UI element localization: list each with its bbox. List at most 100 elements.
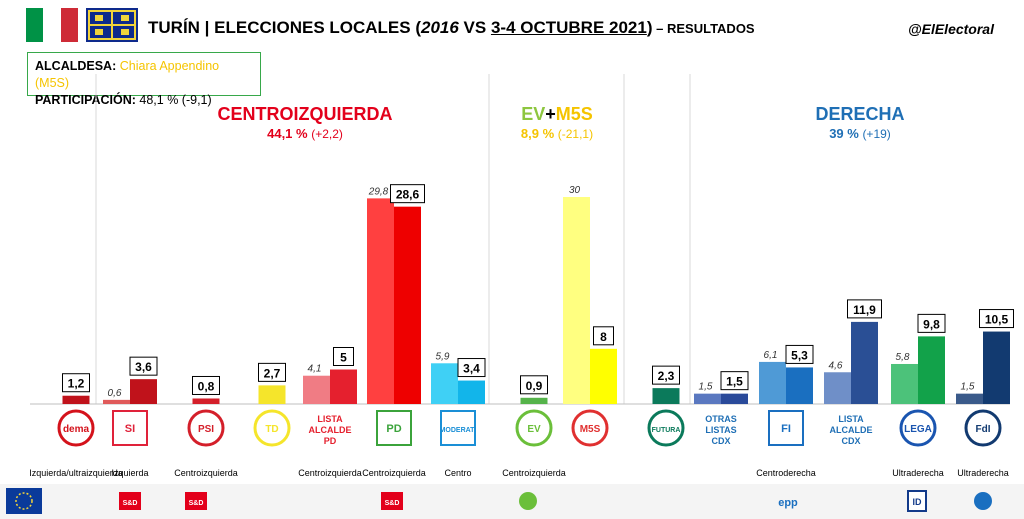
label-box-2021-fdi [979, 309, 1014, 329]
party-logo-torino-icon [253, 409, 291, 447]
party-logo-m5s-icon [571, 409, 609, 447]
label-box-2021-europa-verde [520, 375, 548, 395]
label-2016-forza: 6,1 [764, 350, 778, 361]
bar-2021-psi [192, 398, 220, 404]
label-2021-moderati: 3,4 [463, 362, 480, 376]
eu-flag-icon [6, 488, 42, 514]
block-title-centroizquierda: CENTROIZQUIERDA [218, 104, 393, 124]
party-logo-dema-icon [57, 409, 95, 447]
sd-logo-icon [185, 492, 207, 510]
label-box-2021-si [129, 356, 158, 376]
bar-2021-lista-cdx [851, 321, 878, 404]
label-2016-pd: 29,8 [368, 186, 389, 197]
bar-2021-moderati [458, 380, 485, 404]
turnout-row: PARTICIPACIÓN: 48,1 % (-9,1) [35, 92, 253, 109]
party-label-line: CDX [841, 436, 860, 446]
id-group-text: ID [913, 497, 923, 507]
italy-flag-white [43, 8, 61, 42]
label-2016-lega: 5,8 [896, 352, 910, 363]
title-year-old: 2016 [421, 18, 459, 37]
ideology-label-dema: Izquierda/ultraizquierda [29, 468, 123, 478]
ideology-label-pd: Centroizquierda [362, 468, 426, 478]
label-2016-otras: 1,5 [699, 382, 713, 393]
party-label-line: CDX [711, 436, 730, 446]
label-2021-lega: 9,8 [923, 317, 940, 331]
ideology-label-psi: Centroizquierda [174, 468, 238, 478]
bar-2021-fdi [983, 331, 1010, 404]
bar-2021-futura [652, 388, 680, 404]
bar-2021-forza [786, 367, 813, 404]
page-title: TURÍN | ELECCIONES LOCALES (2016 VS 3-4 … [148, 18, 755, 38]
bar-2016-pd [367, 198, 394, 404]
label-2021-dema: 1,2 [68, 377, 85, 391]
ecr-logo-icon [974, 492, 992, 510]
ideology-label-fdi: Ultraderecha [957, 468, 1009, 478]
bar-2016-si [103, 399, 130, 404]
label-2016-fdi: 1,5 [961, 382, 975, 393]
block-title-plus: + [545, 104, 556, 124]
header: TURÍN | ELECCIONES LOCALES (2016 VS 3-4 … [0, 0, 1024, 60]
bar-2021-pd [394, 206, 421, 404]
party-logo-text-fdi: FdI [976, 424, 991, 435]
footer-group-logos: S&D S&D S&D epp ID [0, 484, 1024, 519]
turin-flag-icon [86, 8, 138, 42]
turnout-label: PARTICIPACIÓN: [35, 93, 136, 107]
block-result-value: 44,1 % [267, 126, 311, 141]
party-logo-text-moderati: MODERATI [440, 427, 477, 434]
party-logo-text-si: SI [125, 423, 135, 435]
label-2021-fdi: 10,5 [985, 313, 1009, 327]
block-result-ev-m5s: 8,9 % (-21,1) [521, 126, 593, 141]
mayor-row: ALCALDESA: Chiara Appendino (M5S) [35, 58, 253, 92]
party-label-line: LISTA [838, 414, 864, 424]
bar-2021-m5s [590, 348, 617, 404]
label-box-2021-lega [917, 313, 946, 333]
party-label-lista-cdx: LISTA ALCALDE CDX [830, 414, 873, 446]
italy-flag-icon [26, 8, 78, 42]
label-box-2021-lista-pd [333, 347, 354, 366]
block-title-ev: EV [521, 104, 545, 124]
block-result-change: (+19) [862, 127, 890, 141]
label-2021-m5s: 8 [600, 330, 607, 344]
party-logo-lega-icon [899, 409, 937, 447]
label-box-2021-lista-cdx [847, 299, 882, 319]
bar-2016-otras [694, 393, 721, 404]
party-label-line: LISTAS [705, 425, 736, 435]
label-2016-lista-cdx: 4,6 [829, 360, 843, 371]
mayor-value: Chiara Appendino (M5S) [35, 59, 220, 90]
party-label-line: ALCALDE [309, 425, 352, 435]
bar-2016-fdi [956, 393, 983, 404]
bar-2016-m5s [563, 197, 590, 404]
bar-2016-lista-cdx [824, 372, 851, 404]
block-result-change: (+2,2) [311, 127, 343, 141]
label-2021-pd: 28,6 [396, 188, 420, 202]
bar-2016-lista-pd [303, 375, 330, 404]
bar-2021-lista-pd [330, 369, 357, 404]
title-vs: VS [458, 18, 491, 37]
party-logo-futura-icon [647, 409, 685, 447]
title-sub: – RESULTADOS [652, 21, 755, 36]
party-logo-moderati-icon [440, 410, 476, 446]
label-2021-torino: 2,7 [264, 366, 281, 380]
block-result-value: 39 % [829, 126, 862, 141]
block-result-centroizquierda: 44,1 % (+2,2) [267, 126, 343, 141]
info-box: ALCALDESA: Chiara Appendino (M5S) PARTIC… [27, 52, 261, 107]
block-result-derecha: 39 % (+19) [829, 126, 891, 141]
label-2021-lista-pd: 5 [340, 351, 347, 365]
label-box-2021-otras [720, 371, 749, 391]
italy-flag-green [26, 8, 44, 42]
label-box-2021-moderati [457, 358, 486, 378]
bar-2016-moderati [431, 363, 458, 404]
eu-stars-icon [15, 492, 33, 510]
ideology-label-europa-verde: Centroizquierda [502, 468, 566, 478]
party-logo-pd-icon [376, 410, 412, 446]
id-group-logo-icon [907, 490, 927, 512]
bar-2021-europa-verde [520, 397, 548, 404]
bar-2021-otras [721, 393, 748, 404]
party-logo-text-pd: PD [386, 423, 401, 435]
bar-2021-torino [258, 385, 286, 404]
ideology-label-si: Izquierda [111, 468, 148, 478]
party-logo-text-futura: FUTURA [652, 427, 681, 434]
title-main: TURÍN | ELECCIONES LOCALES ( [148, 18, 421, 37]
label-box-2021-pd [390, 184, 425, 204]
ideology-label-moderati: Centro [444, 468, 471, 478]
